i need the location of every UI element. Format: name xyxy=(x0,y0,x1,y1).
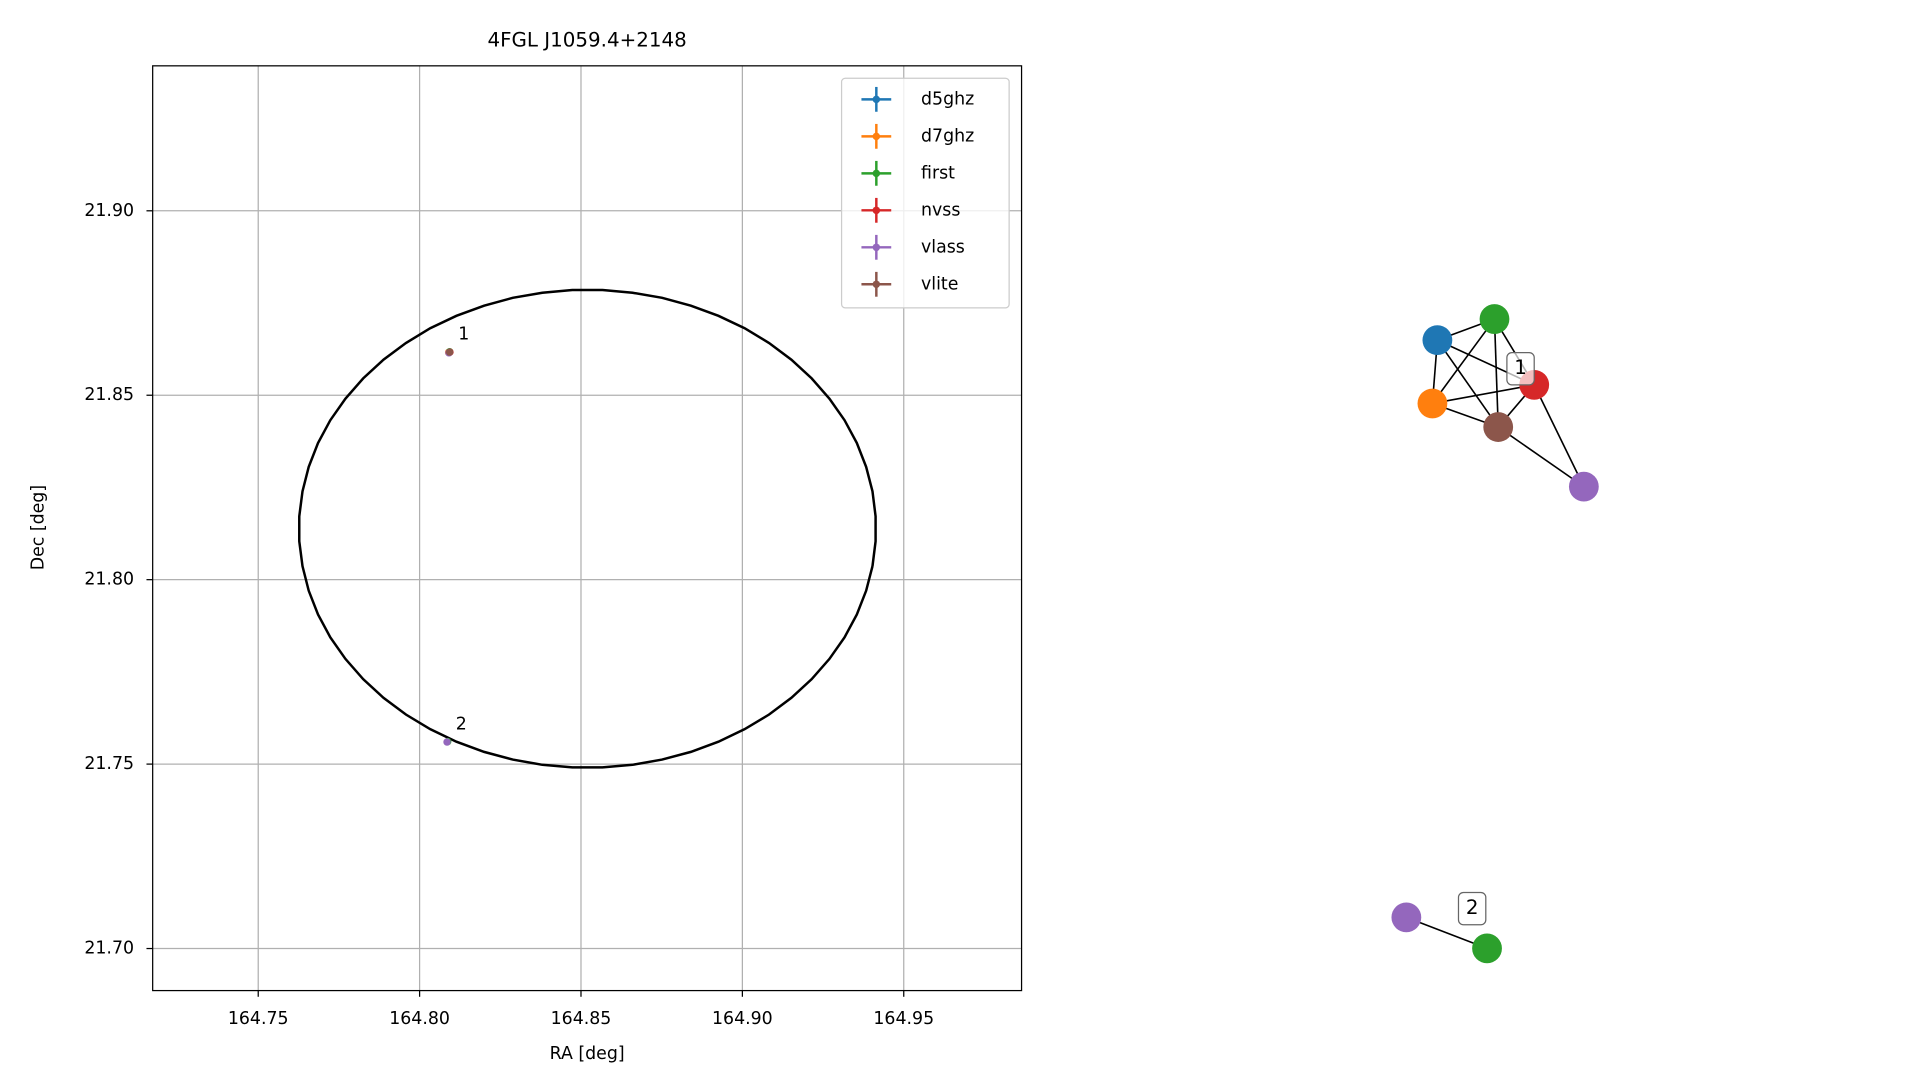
graph-edge xyxy=(1431,318,1496,404)
x-tick-label: 164.80 xyxy=(389,1009,450,1029)
legend-label: vlass xyxy=(921,237,965,257)
x-tick-label: 164.75 xyxy=(228,1009,289,1029)
graph-edge xyxy=(1497,426,1585,488)
annotation: 2 xyxy=(456,715,467,735)
label-box xyxy=(1457,891,1487,926)
y-tick-label: 21.90 xyxy=(84,201,134,221)
graph-node xyxy=(1483,412,1514,442)
data-point xyxy=(445,348,454,356)
legend-marker xyxy=(872,243,881,252)
x-axis-label: RA [deg] xyxy=(550,1044,625,1064)
data-point xyxy=(443,738,451,746)
y-tick-label: 21.85 xyxy=(84,385,134,405)
graph-edge xyxy=(1533,384,1585,487)
graph-node xyxy=(1568,471,1599,502)
graph-edge xyxy=(1432,384,1535,405)
legend-label: first xyxy=(921,163,955,183)
y-tick-label: 21.75 xyxy=(84,754,134,774)
chart-title: 4FGL J1059.4+2148 xyxy=(487,29,686,52)
x-tick-label: 164.90 xyxy=(712,1009,773,1029)
graph-node xyxy=(1422,325,1453,356)
legend-marker xyxy=(872,206,881,215)
label-box xyxy=(1506,351,1535,386)
graph-node xyxy=(1479,304,1510,334)
group-label: 2 xyxy=(1466,896,1479,919)
group-label: 1 xyxy=(1514,356,1527,379)
y-axis-label: Dec [deg] xyxy=(28,485,48,570)
graph-node xyxy=(1472,933,1502,964)
graph-edge xyxy=(1493,319,1500,428)
legend-label: d5ghz xyxy=(921,89,974,109)
legend-label: nvss xyxy=(921,200,960,220)
graph-node xyxy=(1391,902,1422,933)
x-tick-label: 164.85 xyxy=(551,1009,612,1029)
annotation: 1 xyxy=(458,325,469,345)
legend-marker xyxy=(872,132,881,141)
error-ellipse xyxy=(298,288,877,769)
legend-marker xyxy=(872,280,881,289)
legend-label: vlite xyxy=(921,274,958,294)
y-tick-label: 21.80 xyxy=(84,570,134,590)
plot-frame xyxy=(152,65,1023,992)
x-tick-label: 164.95 xyxy=(873,1009,934,1029)
y-tick-label: 21.70 xyxy=(84,939,134,959)
graph-edge xyxy=(1436,339,1499,428)
graph-node xyxy=(1417,388,1448,419)
legend-label: d7ghz xyxy=(921,126,974,146)
legend-marker xyxy=(872,169,881,178)
legend-marker xyxy=(872,95,881,104)
